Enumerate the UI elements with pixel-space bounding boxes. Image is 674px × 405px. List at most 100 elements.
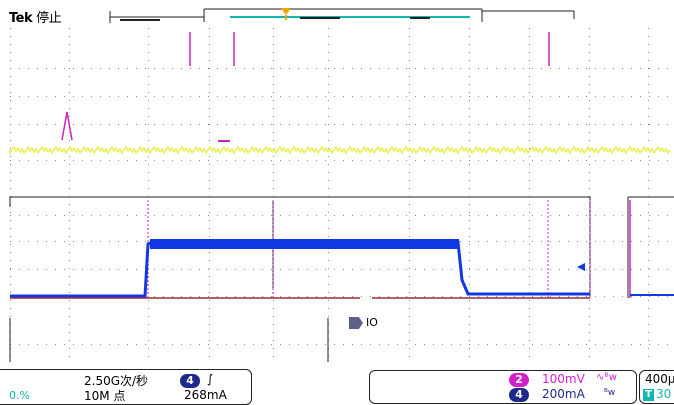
grid-dot bbox=[589, 92, 590, 93]
grid-dot bbox=[148, 308, 149, 309]
grid-dot bbox=[469, 172, 470, 173]
grid-dot bbox=[271, 160, 272, 161]
grid-dot bbox=[172, 296, 173, 297]
grid-dot bbox=[433, 215, 434, 216]
grid-dot bbox=[658, 68, 659, 69]
channels-panel[interactable] bbox=[369, 370, 637, 404]
grid-dot bbox=[10, 276, 11, 277]
grid-dot bbox=[613, 68, 614, 69]
grid-dot bbox=[577, 241, 578, 242]
grid-dot bbox=[69, 100, 70, 101]
trigger-source-badge[interactable]: 4 bbox=[180, 374, 200, 388]
grid-dot bbox=[409, 276, 410, 277]
trigger-position-icon[interactable] bbox=[280, 7, 292, 21]
grid-dot bbox=[328, 164, 329, 165]
ch4-badge[interactable]: 4 bbox=[509, 388, 529, 402]
grid-dot bbox=[595, 96, 596, 97]
grid-dot bbox=[136, 96, 137, 97]
grid-dot bbox=[273, 116, 274, 117]
grid-dot bbox=[28, 269, 29, 270]
grid-dot bbox=[307, 269, 308, 270]
grid-dot bbox=[514, 215, 515, 216]
grid-dot bbox=[361, 68, 362, 69]
grid-dot bbox=[604, 269, 605, 270]
grid-dot bbox=[190, 96, 191, 97]
grid-dot bbox=[469, 84, 470, 85]
ch2-badge[interactable]: 2 bbox=[509, 373, 529, 387]
grid-dot bbox=[595, 215, 596, 216]
grid-dot bbox=[532, 344, 533, 345]
grid-dot bbox=[640, 296, 641, 297]
grid-dot bbox=[622, 96, 623, 97]
grid-dot bbox=[409, 268, 410, 269]
grid-dot bbox=[658, 269, 659, 270]
grid-dot bbox=[10, 215, 11, 216]
record-length: 10M 点 bbox=[84, 389, 126, 403]
grid-dot bbox=[10, 252, 11, 253]
grid-dot bbox=[648, 180, 649, 181]
ch2-bandwidth-icon: ∿ᴮw bbox=[596, 372, 617, 383]
grid-dot bbox=[244, 96, 245, 97]
grid-dot bbox=[163, 68, 164, 69]
reference-marker-icon[interactable] bbox=[349, 317, 363, 329]
grid-dot bbox=[82, 96, 83, 97]
grid-dot bbox=[352, 124, 353, 125]
grid-dot bbox=[469, 300, 470, 301]
grid-dot bbox=[604, 160, 605, 161]
grid-dot bbox=[69, 340, 70, 341]
grid-dot bbox=[148, 124, 149, 125]
grid-dot bbox=[648, 324, 649, 325]
grid-dot bbox=[190, 269, 191, 270]
grid-dot bbox=[73, 160, 74, 161]
grid-dot bbox=[209, 124, 210, 125]
grid-dot bbox=[226, 96, 227, 97]
grid-dot bbox=[69, 236, 70, 237]
grid-dot bbox=[100, 344, 101, 345]
grid-dot bbox=[10, 164, 11, 165]
grid-dot bbox=[271, 344, 272, 345]
grid-dot bbox=[209, 292, 210, 293]
grid-dot bbox=[100, 160, 101, 161]
grid-dot bbox=[343, 344, 344, 345]
grid-dot bbox=[397, 124, 398, 125]
grid-dot bbox=[442, 68, 443, 69]
grid-dot bbox=[496, 124, 497, 125]
grid-dot bbox=[370, 96, 371, 97]
grid-dot bbox=[334, 160, 335, 161]
grid-dot bbox=[514, 269, 515, 270]
grid-dot bbox=[529, 180, 530, 181]
grid-dot bbox=[328, 180, 329, 181]
grid-dot bbox=[172, 344, 173, 345]
trigger-slope-icon: ∫ bbox=[207, 372, 214, 386]
grid-dot bbox=[648, 132, 649, 133]
grid-dot bbox=[298, 68, 299, 69]
grid-dot bbox=[648, 172, 649, 173]
grid-dot bbox=[10, 124, 11, 125]
grid-dot bbox=[154, 96, 155, 97]
grid-dot bbox=[289, 160, 290, 161]
grid-dot bbox=[280, 296, 281, 297]
grid-dot bbox=[271, 124, 272, 125]
grid-dot bbox=[19, 96, 20, 97]
grid-dot bbox=[154, 215, 155, 216]
grid-dot bbox=[328, 268, 329, 269]
grid-dot bbox=[154, 269, 155, 270]
grid-dot bbox=[496, 344, 497, 345]
grid-dot bbox=[262, 269, 263, 270]
grid-dot bbox=[505, 241, 506, 242]
grid-dot bbox=[361, 160, 362, 161]
grid-dot bbox=[409, 108, 410, 109]
grid-dot bbox=[514, 160, 515, 161]
grid-dot bbox=[667, 160, 668, 161]
grid-dot bbox=[209, 84, 210, 85]
grid-dot bbox=[648, 260, 649, 261]
grid-dot bbox=[388, 215, 389, 216]
ch4-level-marker bbox=[577, 263, 585, 271]
grid-dot bbox=[209, 100, 210, 101]
grid-dot bbox=[640, 124, 641, 125]
grid-dot bbox=[343, 160, 344, 161]
grid-dot bbox=[649, 215, 650, 216]
grid-dot bbox=[529, 156, 530, 157]
grid-dot bbox=[631, 68, 632, 69]
